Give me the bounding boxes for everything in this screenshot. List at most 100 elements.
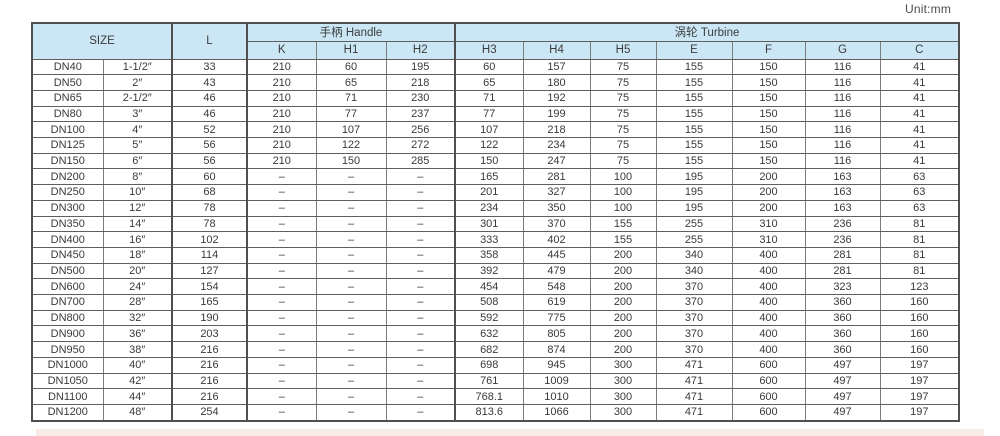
table-row: DN500 20″ 127– – –392 479 200 340 400 281 81 [31,262,960,280]
table-row: DN700 28″ 165– – –508 619 200 370 400 360 160 [31,294,960,311]
cell-c: 160 [879,294,960,311]
cell-h4: 874 [522,341,591,358]
cell-h1: – [315,309,387,327]
cell-g: 236 [804,215,881,233]
cell-h2: 285 [385,152,456,170]
cell-h1: – [315,246,387,264]
cell-inch: 44″ [102,388,173,405]
cell-dn: DN50 [31,74,104,91]
cell-h3: 301 [454,215,524,233]
cell-h2: 218 [385,74,456,91]
cell-dn: DN100 [31,121,104,139]
table-row: DN250 10″ 68– – –201 327 100 195 200 163 63 [31,184,960,201]
cell-k: – [246,325,317,343]
cell-f: 400 [731,309,806,327]
cell-k: – [246,309,317,327]
cell-e: 195 [655,168,733,186]
cell-h2: – [385,388,456,405]
cell-h3: 122 [454,137,524,154]
cell-h4: 945 [522,356,591,374]
cell-g: 360 [804,309,881,327]
cell-l: 203 [171,325,248,343]
header-turbine-group: 涡轮 Turbine [453,22,960,42]
table-row: DN200 8″ 60– – –165 281 100 195 200 163 63 [31,168,960,186]
cell-h3: 682 [454,341,524,358]
header-h4: H4 [522,40,591,60]
cell-h1: – [315,341,387,358]
cell-h3: 358 [454,246,524,264]
cell-inch: 36″ [102,325,173,343]
cell-dn: DN150 [31,152,104,170]
cell-inch: 1-1/2″ [102,58,173,76]
cell-g: 163 [804,168,881,186]
cell-k: 210 [246,58,317,76]
table-row: DN100 4″ 52 210 107 256 107 218 75 155 150 116 41 [31,121,960,139]
cell-h3: 632 [454,325,524,343]
cell-g: 281 [804,262,881,280]
cell-c: 123 [879,278,960,296]
header-c: C [879,40,960,60]
cell-h2: – [385,215,456,233]
cell-h2: – [385,294,456,311]
cell-dn: DN200 [31,168,104,186]
table-row: DN80 3″ 46 210 77 237 77 199 75 155 150 116 41 [31,105,960,123]
cell-l: 43 [171,74,248,91]
cell-h3: 698 [454,356,524,374]
cell-h4: 445 [522,246,591,264]
cell-h3: 60 [454,58,524,76]
table-row: DN800 32″ 190– – –592 775 200 370 400 360 160 [31,309,960,327]
cell-f: 200 [731,184,806,201]
cell-inch: 48″ [102,403,173,422]
cell-dn: DN700 [31,294,104,311]
cell-h2: – [385,403,456,422]
cell-h5: 75 [589,121,657,139]
cell-e: 471 [655,372,733,390]
cell-h1: 60 [315,58,387,76]
cell-f: 400 [731,278,806,296]
cell-g: 360 [804,294,881,311]
cell-dn: DN800 [31,309,104,327]
cell-k: 210 [246,89,317,107]
cell-h2: – [385,246,456,264]
header-f: F [731,40,806,60]
cell-l: 78 [171,215,248,233]
cell-inch: 6″ [102,152,173,170]
cell-e: 255 [655,215,733,233]
cell-g: 497 [804,403,881,422]
cell-h5: 100 [589,184,657,201]
cell-dn: DN350 [31,215,104,233]
cell-e: 155 [655,58,733,76]
cell-h3: 150 [454,152,524,170]
cell-c: 41 [879,152,960,170]
cell-k: – [246,199,317,217]
cell-h5: 75 [589,105,657,123]
header-g: G [804,40,881,60]
cell-h4: 180 [522,74,591,91]
cell-h2: – [385,325,456,343]
cell-e: 471 [655,356,733,374]
cell-h4: 402 [522,231,591,248]
cell-e: 370 [655,341,733,358]
table-row: DN1050 42″ 216– – –761 1009 300 471 600 497 197 [31,372,960,390]
header-h2: H2 [385,40,456,60]
cell-g: 116 [804,137,881,154]
cell-c: 160 [879,341,960,358]
cell-h3: 107 [454,121,524,139]
cell-g: 116 [804,121,881,139]
cell-h1: – [315,278,387,296]
table-row: DN50 2″ 43 210 65 218 65 180 75 155 150 116 41 [31,74,960,91]
cell-l: 46 [171,89,248,107]
cell-g: 281 [804,246,881,264]
cell-h1: – [315,184,387,201]
cell-inch: 18″ [102,246,173,264]
cell-l: 216 [171,356,248,374]
header-h1: H1 [315,40,387,60]
cell-l: 52 [171,121,248,139]
cell-h5: 200 [589,246,657,264]
cell-dn: DN40 [31,58,104,76]
bottom-section-band [36,429,984,436]
cell-h5: 200 [589,309,657,327]
table-row: DN40 1-1/2″ 33 210 60 195 60 157 75 155 150 116 41 [31,58,960,76]
cell-h3: 201 [454,184,524,201]
